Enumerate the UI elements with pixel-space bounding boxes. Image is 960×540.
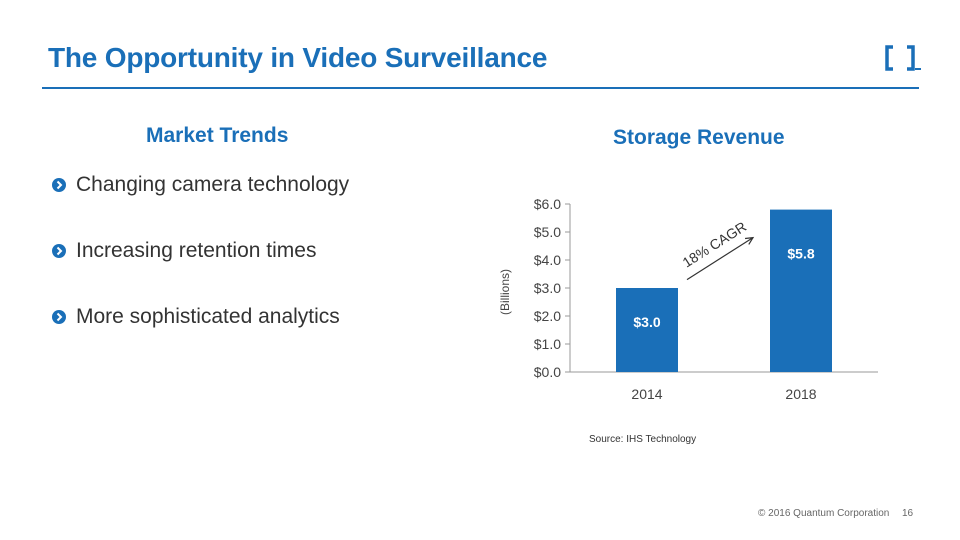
- y-tick-label: $4.0: [534, 252, 561, 268]
- chevron-right-icon: [52, 178, 66, 192]
- y-tick-label: $5.0: [534, 224, 561, 240]
- quantum-logo-icon: [885, 45, 921, 71]
- y-tick-label: $2.0: [534, 308, 561, 324]
- storage-revenue-heading: Storage Revenue: [613, 126, 785, 149]
- bullet-item: Changing camera technology: [52, 170, 349, 236]
- bullet-text: Changing camera technology: [76, 173, 350, 196]
- bar-data-label: $3.0: [633, 314, 660, 330]
- chevron-right-icon: [52, 310, 66, 324]
- market-trends-heading: Market Trends: [146, 124, 289, 147]
- slide-title: The Opportunity in Video Surveillance: [48, 42, 548, 73]
- bar-data-label: $5.8: [787, 246, 814, 262]
- y-tick-label: $0.0: [534, 364, 561, 380]
- x-tick-label: 2014: [631, 386, 662, 402]
- bullet-item: More sophisticated analytics: [52, 302, 349, 368]
- revenue-bar-chart: $0.0 $1.0 $2.0 $3.0 $4.0 $5.0 $6.0 (Billions) $3…: [498, 196, 878, 402]
- cagr-arrow: [686, 237, 754, 281]
- y-tick-label: $6.0: [534, 196, 561, 212]
- bullet-text: Increasing retention times: [76, 239, 317, 262]
- y-tick-label: $1.0: [534, 336, 561, 352]
- y-tick-label: $3.0: [534, 280, 561, 296]
- bullet-text: More sophisticated analytics: [76, 305, 340, 328]
- chart-source: Source: IHS Technology: [589, 434, 697, 445]
- copyright: © 2016 Quantum Corporation: [758, 508, 890, 519]
- bar: [770, 209, 832, 372]
- title-divider: [42, 87, 919, 89]
- x-tick-label: 2018: [785, 386, 816, 402]
- y-axis-label: (Billions): [498, 269, 512, 315]
- cagr-arrow-head: [744, 236, 755, 245]
- page-number: 16: [902, 508, 914, 519]
- bar: [616, 288, 678, 372]
- bullet-list: Changing camera technology Increasing re…: [52, 170, 349, 368]
- chevron-right-icon: [52, 244, 66, 258]
- bullet-item: Increasing retention times: [52, 236, 349, 302]
